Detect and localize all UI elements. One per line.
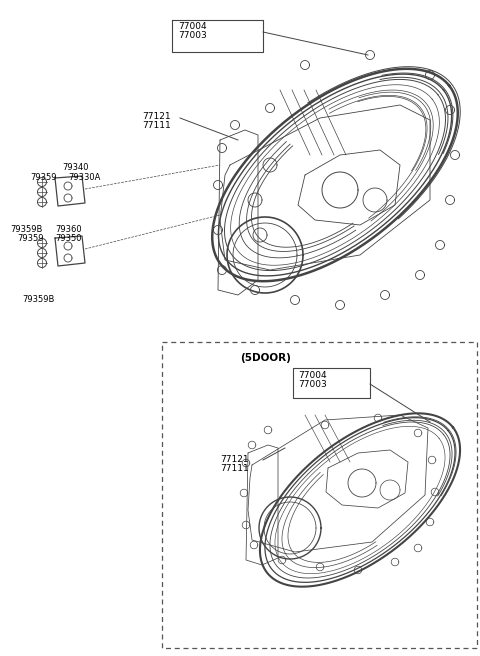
Text: 77111: 77111 bbox=[142, 121, 171, 130]
Text: 77004: 77004 bbox=[298, 371, 326, 380]
Text: 77121: 77121 bbox=[142, 112, 170, 121]
Text: 79330A: 79330A bbox=[68, 173, 100, 182]
Text: 79340: 79340 bbox=[62, 163, 88, 172]
Text: 79359B: 79359B bbox=[10, 225, 42, 234]
Text: 79359B: 79359B bbox=[22, 295, 54, 304]
Text: 77004: 77004 bbox=[178, 22, 206, 31]
Text: 79360: 79360 bbox=[55, 225, 82, 234]
Text: (5DOOR): (5DOOR) bbox=[240, 353, 291, 363]
Text: 77111: 77111 bbox=[220, 464, 249, 473]
Text: 79350: 79350 bbox=[55, 234, 82, 243]
Text: 77121: 77121 bbox=[220, 455, 249, 464]
Text: 79359: 79359 bbox=[17, 234, 44, 243]
Text: 77003: 77003 bbox=[298, 380, 327, 389]
Text: 77003: 77003 bbox=[178, 31, 207, 40]
Text: 79359: 79359 bbox=[30, 173, 57, 182]
